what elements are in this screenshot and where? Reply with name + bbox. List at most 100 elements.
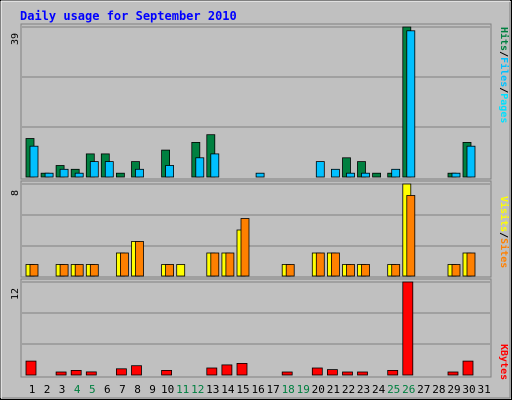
bar-visits-day-11 [176, 264, 186, 277]
bar-files-day-16 [255, 172, 265, 178]
x-label-day-28: 28 [432, 383, 445, 396]
side-label-pages: Pages [498, 93, 509, 123]
x-label-day-31: 31 [477, 383, 490, 396]
bar-files-day-1 [29, 145, 39, 178]
panel-mid-frame [20, 180, 492, 278]
bar-kbytes-day-25 [387, 369, 399, 376]
bar-sites-day-7 [120, 252, 129, 277]
side-label-slash: / [498, 232, 509, 238]
bar-files-day-22 [346, 172, 355, 178]
x-label-day-19: 19 [297, 383, 310, 396]
bar-files-day-3 [59, 168, 69, 178]
side-label-hits: Hits [498, 27, 510, 51]
x-label-day-13: 13 [206, 383, 219, 396]
bar-hits-day-7 [116, 172, 125, 178]
bar-files-day-8 [135, 168, 144, 178]
x-label-day-26: 26 [402, 383, 415, 396]
bar-sites-day-3 [59, 264, 69, 277]
bar-kbytes-day-13 [206, 367, 218, 376]
x-label-day-16: 16 [251, 383, 264, 396]
x-label-day-30: 30 [462, 383, 475, 396]
bar-files-day-13 [210, 153, 220, 178]
bar-files-day-20 [315, 161, 325, 178]
bar-kbytes-day-5 [85, 371, 97, 376]
bar-kbytes-day-22 [342, 371, 353, 376]
bar-kbytes-day-20 [311, 367, 323, 376]
x-label-day-25: 25 [387, 383, 400, 396]
bar-files-day-30 [466, 145, 476, 178]
bar-kbytes-day-29 [447, 371, 459, 376]
x-label-day-18: 18 [282, 383, 295, 396]
x-label-day-27: 27 [417, 383, 430, 396]
bar-files-day-21 [330, 168, 340, 178]
bar-sites-day-10 [165, 264, 175, 277]
bar-files-day-2 [44, 172, 54, 178]
x-label-day-7: 7 [119, 383, 126, 396]
bar-sites-day-8 [135, 241, 144, 277]
bar-sites-day-21 [330, 252, 340, 277]
x-label-day-9: 9 [149, 383, 156, 396]
bar-kbytes-day-1 [25, 360, 37, 376]
side-label-slash: / [498, 51, 509, 57]
x-label-day-24: 24 [372, 383, 386, 396]
y-max-labels: 39 8 12 [10, 33, 21, 300]
bar-kbytes-day-21 [326, 369, 338, 376]
bar-sites-day-18 [285, 264, 295, 277]
x-label-day-10: 10 [161, 383, 174, 396]
bars [25, 26, 476, 376]
bar-sites-day-5 [89, 264, 99, 277]
side-label-group: KBytes [498, 344, 509, 380]
bar-sites-day-26 [406, 195, 416, 277]
bar-sites-day-22 [346, 264, 355, 277]
x-label-day-11: 11 [176, 383, 189, 396]
bar-sites-day-25 [391, 264, 401, 277]
bar-sites-day-15 [240, 218, 250, 277]
x-label-day-21: 21 [327, 383, 340, 396]
bar-files-day-4 [74, 172, 84, 178]
bar-kbytes-day-15 [236, 362, 248, 376]
x-label-day-17: 17 [266, 383, 279, 396]
bar-kbytes-day-4 [70, 369, 82, 376]
bar-sites-day-23 [361, 264, 370, 277]
panel-bottom-frame [20, 278, 492, 378]
side-label-sites: Sites [498, 238, 510, 268]
x-label-day-3: 3 [59, 383, 66, 396]
x-label-day-4: 4 [74, 383, 81, 396]
bar-hits-day-24 [372, 172, 382, 178]
bar-kbytes-day-30 [462, 360, 474, 376]
bar-sites-day-13 [210, 252, 220, 277]
chart-title: Daily usage for September 2010 [20, 9, 237, 23]
bar-kbytes-day-14 [221, 364, 233, 376]
bar-files-day-10 [165, 165, 175, 178]
y-max-label: 8 [10, 190, 21, 196]
x-label-day-15: 15 [236, 383, 249, 396]
bar-kbytes-day-3 [55, 371, 67, 376]
y-max-label: 39 [10, 33, 21, 45]
side-label-group: Hits/Files/Pages [498, 27, 510, 123]
bar-kbytes-day-10 [161, 369, 173, 376]
x-label-day-12: 12 [191, 383, 204, 396]
side-label-files: Files [498, 57, 510, 87]
side-label-kbytes: KBytes [498, 344, 509, 380]
bar-sites-day-1 [29, 264, 39, 277]
bar-sites-day-29 [451, 264, 461, 277]
side-label-slash: / [498, 87, 509, 93]
y-max-label: 12 [10, 288, 21, 300]
bar-kbytes-day-7 [116, 368, 127, 376]
side-label-visits: Visits [498, 196, 510, 232]
bar-kbytes-day-8 [131, 365, 142, 376]
bar-files-day-12 [195, 157, 205, 178]
bar-kbytes-day-26 [402, 281, 414, 376]
x-label-day-29: 29 [447, 383, 460, 396]
x-label-day-6: 6 [104, 383, 111, 396]
x-label-day-5: 5 [89, 383, 96, 396]
bar-files-day-23 [361, 172, 370, 178]
x-label-day-20: 20 [312, 383, 325, 396]
x-label-day-22: 22 [342, 383, 355, 396]
x-label-day-14: 14 [221, 383, 235, 396]
bar-files-day-29 [451, 172, 461, 178]
side-label-group: Visits/Sites [498, 196, 510, 268]
x-label-day-1: 1 [29, 383, 36, 396]
bar-sites-day-20 [315, 252, 325, 277]
